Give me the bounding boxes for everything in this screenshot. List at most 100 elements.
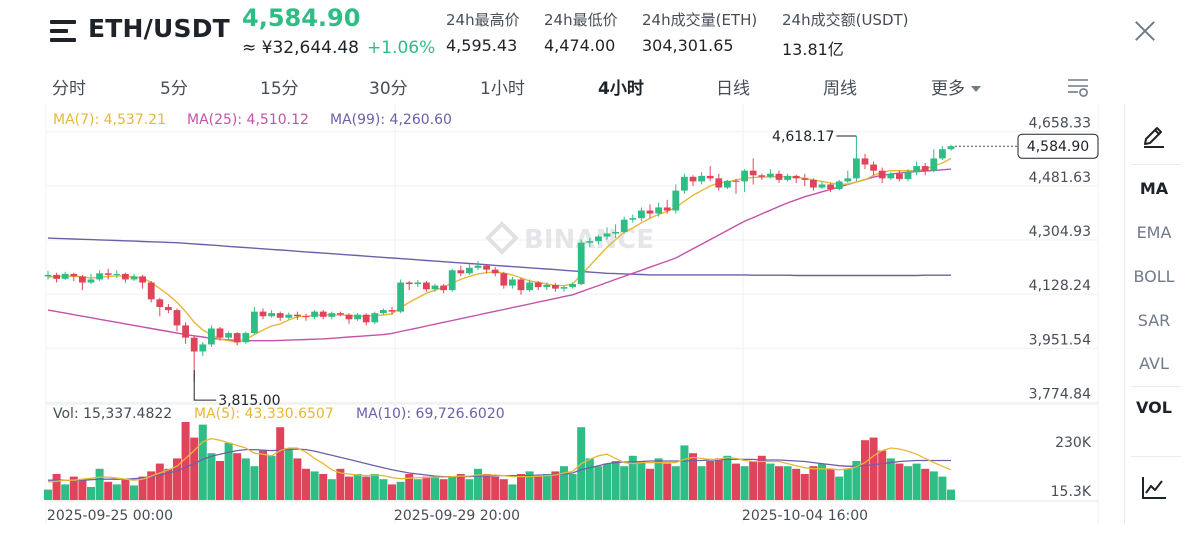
volume-bar [646, 468, 654, 500]
volume-bar [603, 463, 611, 500]
tab-30m[interactable]: 30分 [369, 79, 408, 99]
chart-legends: MA(7): 4,537.21 MA(25): 4,510.12 MA(99): 4… [53, 112, 505, 422]
candle-body [620, 219, 628, 232]
candle-body [87, 279, 95, 283]
volume-bar [783, 466, 792, 500]
cny-price: ≈ ¥32,644.48 [242, 38, 359, 58]
candle-body [629, 218, 637, 220]
indicator-sar[interactable]: SAR [1137, 311, 1171, 330]
candle-body [182, 325, 189, 338]
volume-bar [44, 489, 52, 500]
volume-bar [611, 461, 620, 500]
candle-body [534, 282, 542, 288]
candle-body [835, 181, 843, 190]
volume-bar [525, 471, 534, 500]
candle-body [302, 316, 310, 318]
price-tick-label: 4,304.93 [1029, 224, 1091, 240]
tab-4h[interactable]: 4小时 [598, 79, 644, 99]
stat-value: 13.81亿 [782, 40, 844, 59]
volume-bar [628, 455, 637, 500]
vol-legend-item: MA(5): 43,330.6507 [194, 406, 334, 422]
tab-5m[interactable]: 5分 [160, 79, 188, 99]
volume-bar [714, 458, 723, 500]
volume-bar [560, 466, 568, 500]
candle-body [595, 236, 602, 242]
volume-bar [69, 476, 78, 500]
last-price: 4,584.90 [242, 4, 361, 32]
candle-body [431, 285, 439, 290]
candle-body [706, 175, 714, 179]
volume-bar [431, 476, 439, 500]
candle-body [784, 175, 791, 180]
indicator-avl[interactable]: AVL [1139, 354, 1169, 373]
volume-bar [826, 468, 835, 500]
tab-more[interactable]: 更多 [931, 74, 981, 99]
divider [1131, 164, 1181, 165]
volume-tick-label: 230K [1055, 435, 1092, 451]
candle-body [913, 166, 920, 173]
candle-body [414, 282, 422, 285]
volume-bar [138, 476, 147, 500]
candle-body [517, 279, 525, 291]
candle-body [741, 170, 748, 182]
indicator-ema[interactable]: EMA [1136, 223, 1172, 242]
candle-body [397, 282, 404, 312]
pencil-icon[interactable] [1142, 122, 1166, 148]
volume-bar [233, 453, 242, 500]
volume-bar [396, 481, 405, 500]
kline-chart[interactable]: BINANCE 4,618.17 3,815.00 4,584.90 4,658.3… [0, 104, 1110, 532]
candle-body [113, 273, 121, 275]
indicator-boll[interactable]: BOLL [1133, 267, 1175, 286]
pair-title[interactable]: ETH/USDT [88, 14, 230, 43]
tab-1w[interactable]: 周线 [823, 79, 857, 99]
kline-chart-svg[interactable]: BINANCE 4,618.17 3,815.00 4,584.90 4,658.3… [0, 104, 1110, 532]
candle-body [638, 210, 645, 219]
candle-body [767, 173, 774, 177]
volume-bar [482, 474, 491, 500]
tab-1h[interactable]: 1小时 [480, 79, 525, 99]
candle-body [337, 313, 344, 315]
volume-bar [757, 455, 766, 500]
chart-settings-icon[interactable] [1066, 75, 1090, 99]
volume-bar [585, 458, 594, 500]
volume-bar [706, 461, 715, 500]
indicator-sidebar: MA EMA BOLL SAR AVL VOL [1124, 104, 1184, 524]
ma-legend-item: MA(99): 4,260.60 [330, 112, 452, 128]
volume-bar [259, 450, 267, 500]
volume-bar [474, 468, 482, 500]
candle-body [173, 310, 181, 326]
current-price-label: 4,584.90 [1027, 139, 1089, 155]
tab-1d[interactable]: 日线 [716, 79, 750, 99]
indicator-vol[interactable]: VOL [1136, 398, 1172, 417]
ma-lines [47, 157, 952, 344]
volume-bar [671, 466, 680, 500]
menu-icon[interactable] [50, 20, 76, 42]
tab-15m[interactable]: 15分 [260, 79, 299, 99]
volume-bar [241, 458, 250, 500]
stat-24h-high: 24h最高价 4,595.43 [446, 9, 520, 55]
candle-body [276, 313, 284, 318]
line-chart-icon[interactable] [1141, 476, 1167, 500]
close-icon[interactable] [1133, 19, 1157, 43]
candle-body [61, 273, 69, 279]
volume-bar [886, 458, 895, 500]
volume-bar [723, 455, 732, 500]
candle-body [775, 173, 783, 180]
candle-body [870, 164, 877, 171]
candle-body [818, 184, 826, 188]
vol-legend-item: Vol: 15,337.4822 [53, 406, 172, 422]
time-tick-label: 2025-09-29 20:00 [394, 508, 520, 524]
volume-bar [181, 422, 190, 500]
candle-body [947, 146, 955, 150]
low-marker-line [193, 370, 217, 401]
volume-bar [207, 453, 216, 500]
tab-time-sharing[interactable]: 分时 [52, 79, 86, 99]
indicator-ma[interactable]: MA [1139, 179, 1169, 198]
candle-body [53, 274, 60, 279]
volume-bars [44, 422, 955, 500]
volume-bar [938, 476, 947, 500]
candle-body [440, 285, 447, 291]
volume-bar [895, 463, 904, 500]
volume-bar [904, 466, 912, 500]
binance-watermark: BINANCE [485, 221, 654, 255]
